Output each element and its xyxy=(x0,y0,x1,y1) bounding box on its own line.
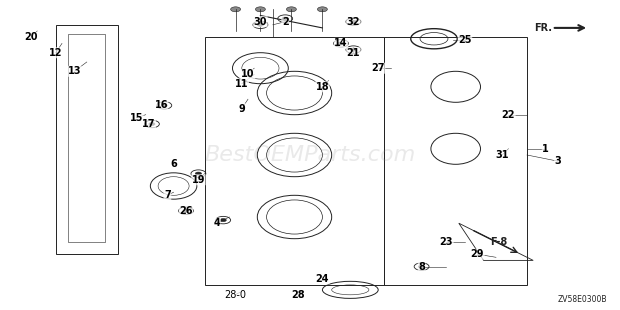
Circle shape xyxy=(350,48,356,51)
Text: 17: 17 xyxy=(142,119,156,129)
Text: 4: 4 xyxy=(214,218,220,228)
Text: 9: 9 xyxy=(239,104,245,113)
Text: 12: 12 xyxy=(49,48,63,58)
Circle shape xyxy=(255,7,265,12)
Text: 2: 2 xyxy=(282,17,288,27)
Text: 15: 15 xyxy=(130,113,143,123)
Text: 31: 31 xyxy=(495,150,509,160)
Text: 28: 28 xyxy=(291,290,304,299)
Text: 13: 13 xyxy=(68,66,81,76)
Text: 20: 20 xyxy=(24,32,38,42)
Circle shape xyxy=(183,209,189,212)
Text: 21: 21 xyxy=(347,48,360,58)
Circle shape xyxy=(418,265,425,268)
Text: ZV58E0300B: ZV58E0300B xyxy=(558,295,608,304)
Text: 11: 11 xyxy=(235,79,249,89)
Circle shape xyxy=(286,7,296,12)
Text: 30: 30 xyxy=(254,17,267,27)
Text: 32: 32 xyxy=(347,17,360,27)
Text: 19: 19 xyxy=(192,175,205,185)
Text: 16: 16 xyxy=(154,100,168,110)
Circle shape xyxy=(220,219,226,222)
Text: 28-0: 28-0 xyxy=(224,290,247,299)
Text: 29: 29 xyxy=(471,249,484,259)
Text: BestOEMParts.com: BestOEMParts.com xyxy=(205,145,415,165)
Text: 7: 7 xyxy=(164,190,171,200)
Text: 6: 6 xyxy=(170,159,177,169)
Text: 26: 26 xyxy=(179,206,193,216)
Text: FR.: FR. xyxy=(534,23,552,33)
Circle shape xyxy=(282,17,288,20)
Circle shape xyxy=(149,122,155,126)
Circle shape xyxy=(231,7,241,12)
Text: 10: 10 xyxy=(241,69,255,79)
Text: 22: 22 xyxy=(502,110,515,120)
Text: 25: 25 xyxy=(458,35,472,45)
Text: 1: 1 xyxy=(542,144,549,154)
Circle shape xyxy=(161,104,167,107)
Text: 23: 23 xyxy=(440,237,453,247)
Text: 27: 27 xyxy=(371,63,385,73)
Text: F-8: F-8 xyxy=(490,237,507,247)
Text: 3: 3 xyxy=(555,156,561,166)
Text: 24: 24 xyxy=(316,274,329,284)
Circle shape xyxy=(195,172,202,175)
Circle shape xyxy=(257,23,264,26)
Circle shape xyxy=(338,42,344,45)
Text: 8: 8 xyxy=(418,262,425,272)
Text: 18: 18 xyxy=(316,82,329,92)
Text: 14: 14 xyxy=(334,38,348,48)
Circle shape xyxy=(350,20,356,23)
Circle shape xyxy=(317,7,327,12)
